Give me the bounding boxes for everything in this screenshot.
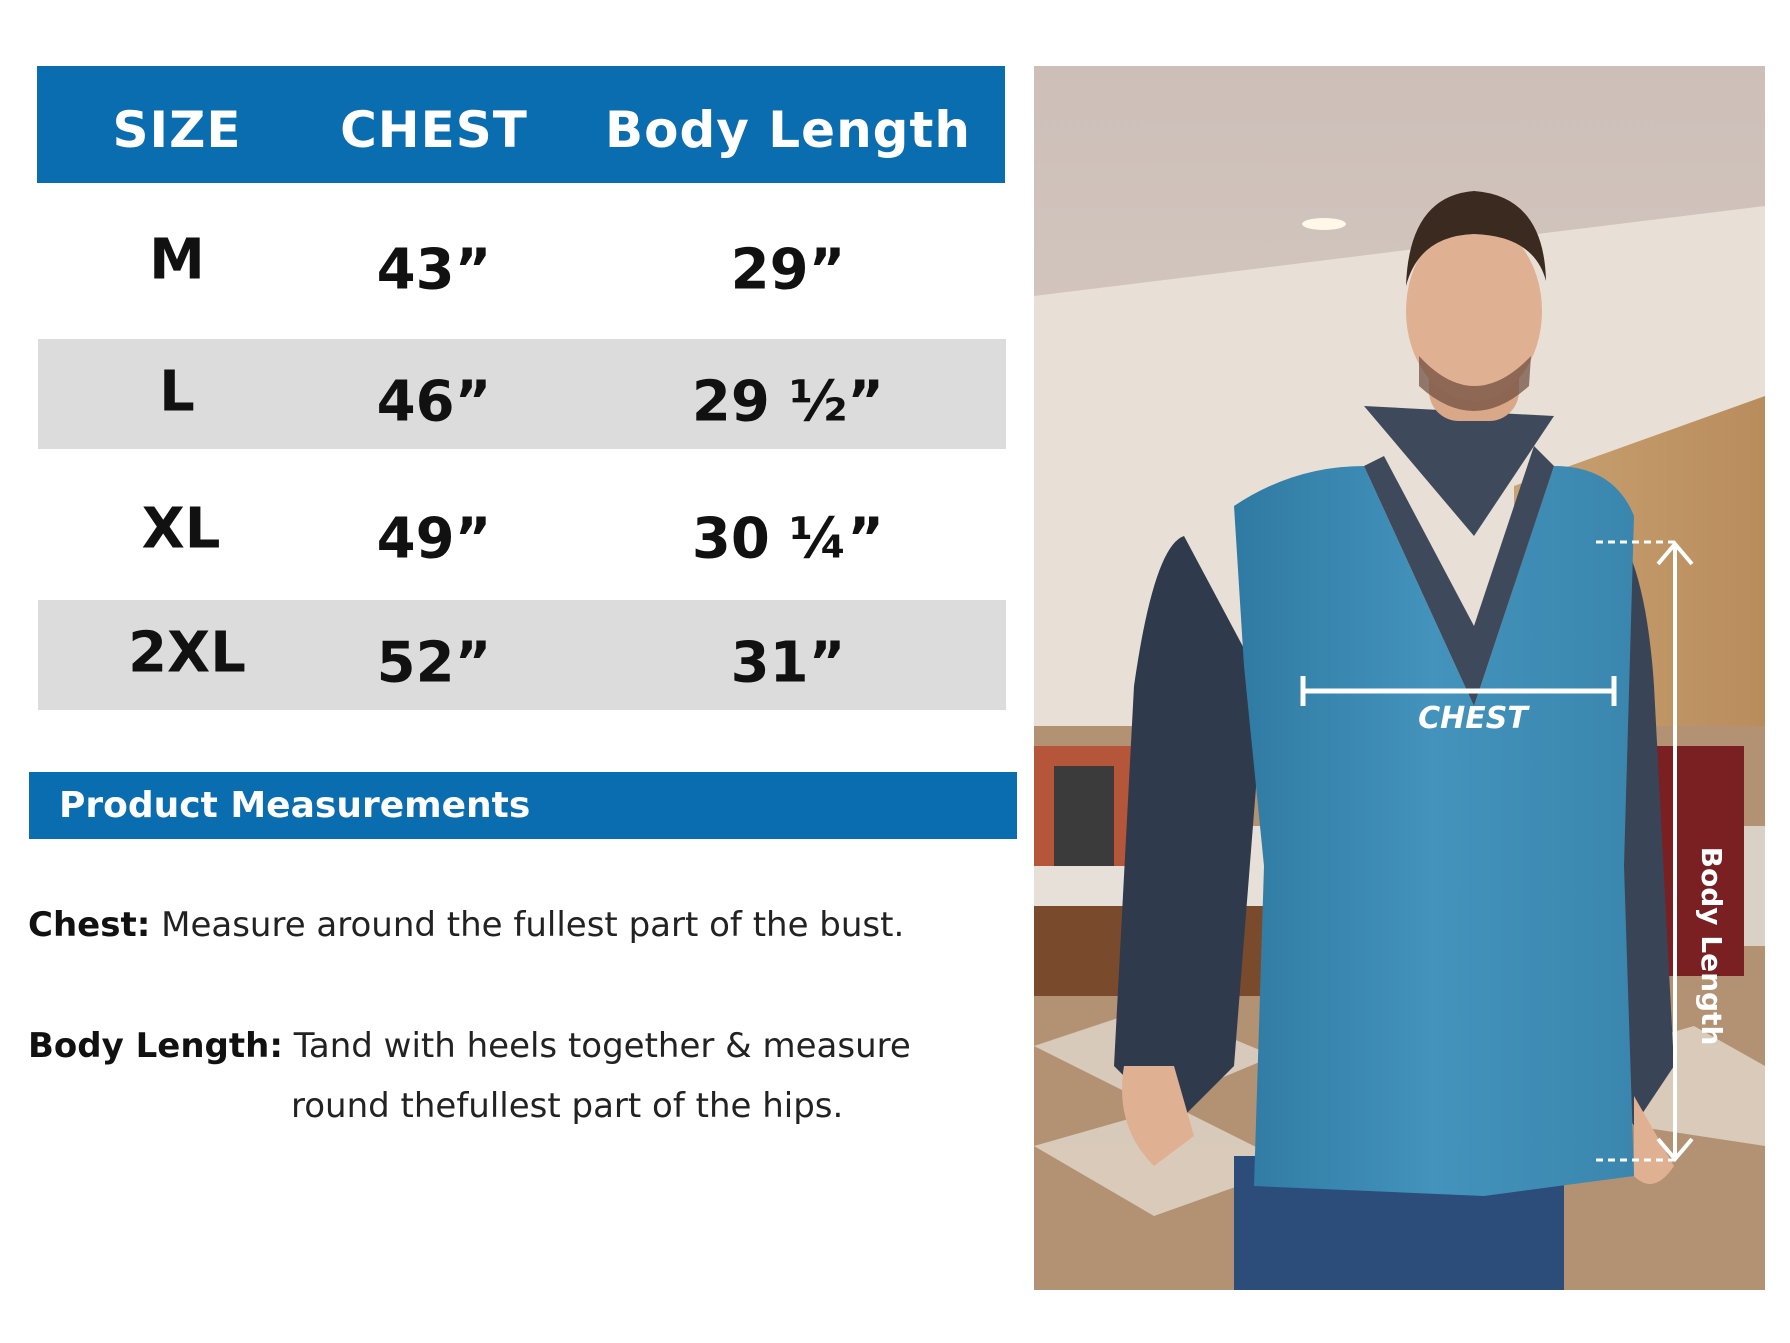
chest-annotation: CHEST [1418,701,1530,736]
header-body-length: Body Length [605,101,971,159]
chest-cell: 52” [376,630,492,696]
size-cell: L [159,359,195,425]
model-photo: CHEST Body Length [1034,66,1765,1290]
chest-description: Chest: Measure around the fullest part o… [28,905,904,945]
chest-cell: 46” [376,369,492,435]
body-length-cell: 29” [730,237,846,303]
table-row: XL 49” 30 ¼” [38,449,1006,600]
header-size: SIZE [112,101,242,159]
header-chest: CHEST [340,101,528,159]
size-table-header: SIZE CHEST Body Length [37,66,1005,183]
table-row: 2XL 52” 31” [38,600,1006,710]
body-length-label: Body Length: [28,1026,283,1066]
body-length-description: Body Length: Tand with heels together & … [28,1026,911,1066]
chest-cell: 43” [376,237,492,303]
body-length-annotation: Body Length [1695,847,1728,1046]
body-length-cell: 31” [730,630,846,696]
body-length-description-continued: round thefullest part of the hips. [291,1086,844,1126]
size-cell: 2XL [128,620,246,686]
body-length-cell: 29 ½” [691,369,885,435]
chest-text: Measure around the fullest part of the b… [161,905,905,945]
chest-label: Chest: [28,905,151,945]
body-length-arrow [1596,540,1694,1163]
size-cell: XL [141,496,221,562]
chest-cell: 49” [376,506,492,572]
body-length-cell: 30 ¼” [691,506,885,572]
table-row: L 46” 29 ½” [38,339,1006,449]
section-title: Product Measurements [59,785,531,826]
size-cell: M [149,227,205,293]
chest-measure-line [1300,676,1617,706]
product-measurements-banner: Product Measurements [29,772,1017,839]
body-length-text: Tand with heels together & measure [293,1026,911,1066]
model-figure [1114,191,1674,1290]
table-row: M 43” 29” [38,183,1006,339]
